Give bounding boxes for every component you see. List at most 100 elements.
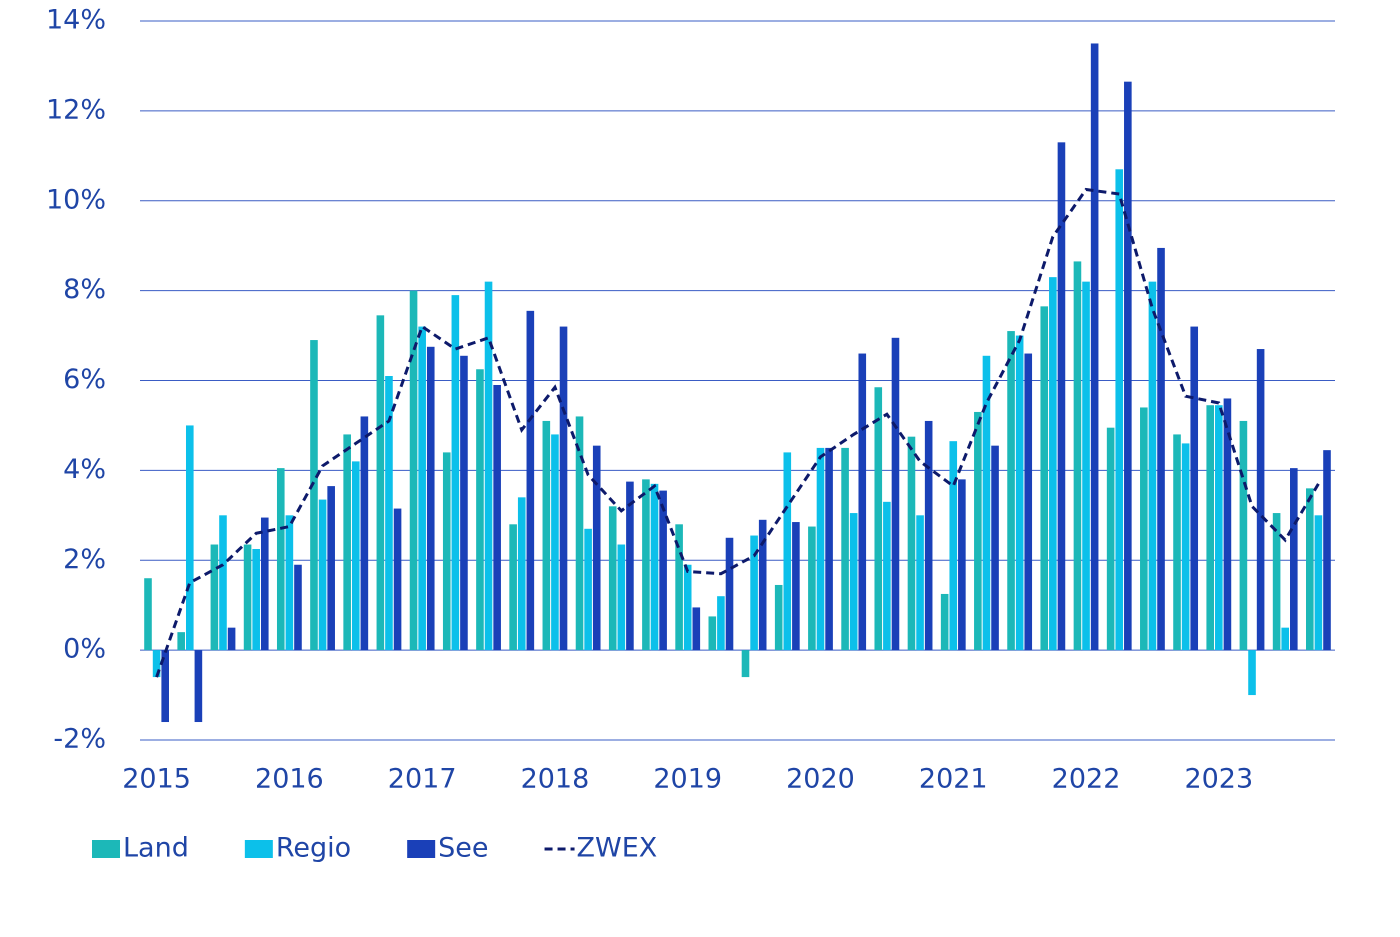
- bar: [1148, 281, 1157, 651]
- bar: [1248, 650, 1256, 696]
- bar: [692, 607, 701, 651]
- bar: [376, 315, 385, 651]
- bar: [1124, 81, 1132, 651]
- bar: [774, 584, 783, 651]
- bar: [1215, 405, 1223, 651]
- bar: [476, 369, 484, 651]
- y-tick-label: 4%: [63, 454, 106, 485]
- bar: [940, 593, 949, 651]
- legend-label: Land: [123, 833, 189, 864]
- bar: [460, 355, 468, 651]
- bar: [982, 355, 991, 651]
- bar: [1049, 277, 1057, 651]
- legend-label: ZWEX: [577, 833, 658, 864]
- bar: [252, 549, 260, 651]
- bar: [974, 411, 982, 651]
- legend-swatch: [92, 840, 120, 858]
- bar: [891, 337, 900, 651]
- x-tick-label: 2015: [122, 764, 191, 795]
- bar: [243, 544, 252, 651]
- bar: [493, 384, 501, 651]
- bar: [1314, 515, 1323, 651]
- bar: [393, 508, 402, 651]
- bar: [1173, 434, 1181, 651]
- x-tick-label: 2022: [1052, 764, 1121, 795]
- bar: [1306, 488, 1314, 651]
- bar: [1290, 468, 1298, 651]
- bar: [484, 281, 493, 651]
- bar: [327, 486, 335, 651]
- bar: [608, 506, 617, 651]
- bar: [1223, 398, 1232, 651]
- bar: [991, 445, 999, 651]
- bar: [1281, 627, 1290, 651]
- bar: [360, 416, 369, 651]
- bar: [177, 632, 185, 651]
- bar: [526, 310, 535, 651]
- bar: [542, 420, 551, 651]
- bar: [210, 544, 219, 651]
- bar: [874, 387, 883, 651]
- bar: [642, 479, 650, 651]
- x-tick-label: 2019: [653, 764, 722, 795]
- bar: [1040, 306, 1049, 651]
- bar: [426, 346, 435, 651]
- legend-swatch: [244, 840, 273, 858]
- bar: [725, 537, 734, 651]
- x-tick-label: 2023: [1184, 764, 1253, 795]
- bar: [194, 650, 203, 723]
- bar: [825, 447, 833, 651]
- bar: [758, 519, 767, 651]
- bar: [617, 544, 626, 651]
- bar: [1015, 335, 1024, 651]
- bar: [1024, 353, 1033, 651]
- bar: [1082, 281, 1090, 651]
- bar: [858, 353, 867, 651]
- bar: [161, 650, 169, 723]
- x-tick-label: 2021: [919, 764, 988, 795]
- bar: [260, 517, 269, 651]
- bar: [1239, 420, 1248, 651]
- bar: [1206, 405, 1215, 651]
- bar: [509, 524, 517, 651]
- y-tick-label: -2%: [53, 724, 106, 755]
- y-tick-label: 0%: [63, 634, 106, 665]
- bar: [949, 441, 958, 651]
- bar: [659, 490, 667, 651]
- legend-label: Regio: [276, 833, 351, 864]
- bar: [849, 513, 858, 651]
- legend-swatch: [407, 840, 436, 858]
- bar: [227, 627, 236, 651]
- bar: [584, 528, 592, 651]
- bar: [958, 479, 966, 651]
- bar: [185, 425, 194, 651]
- bar: [1323, 450, 1331, 651]
- x-tick-label: 2016: [255, 764, 324, 795]
- bar: [318, 499, 327, 651]
- bar: [1190, 326, 1199, 651]
- bar: [517, 497, 526, 651]
- bar: [841, 447, 849, 651]
- bar: [1106, 427, 1115, 651]
- bar: [294, 564, 302, 651]
- bar: [1157, 247, 1165, 651]
- bar: [808, 526, 816, 651]
- bar: [276, 468, 285, 651]
- x-tick-label: 2017: [388, 764, 457, 795]
- bar: [144, 578, 152, 651]
- y-tick-label: 6%: [63, 364, 106, 395]
- legend-label: See: [438, 833, 488, 864]
- bar: [418, 326, 426, 651]
- bar: [409, 290, 418, 651]
- bar: [310, 340, 318, 651]
- y-tick-label: 12%: [46, 94, 106, 125]
- bar: [750, 535, 758, 651]
- x-tick-label: 2018: [521, 764, 590, 795]
- x-tick-label: 2020: [786, 764, 855, 795]
- bar: [741, 650, 750, 678]
- bar: [1007, 331, 1015, 651]
- y-tick-label: 8%: [63, 274, 106, 305]
- bar: [1140, 407, 1148, 651]
- bar: [442, 452, 451, 651]
